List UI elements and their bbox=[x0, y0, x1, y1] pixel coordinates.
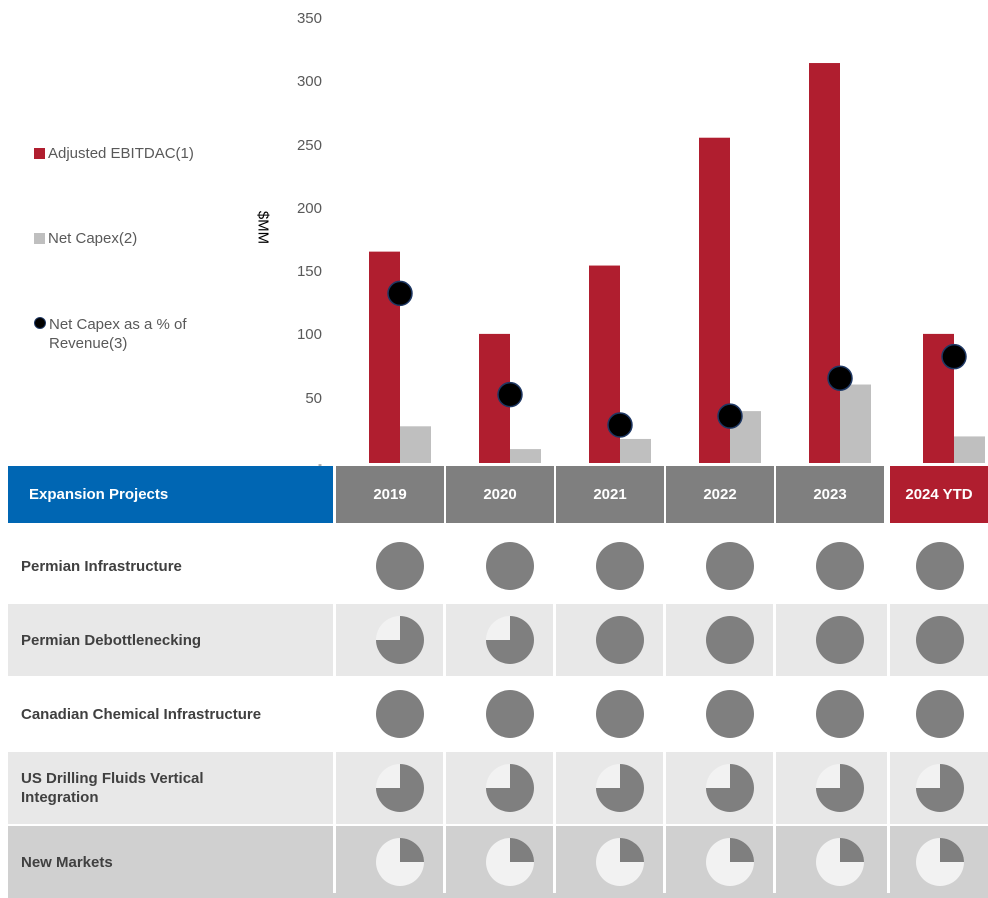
legend-swatch-ebitdac bbox=[34, 148, 45, 159]
status-pie-icon bbox=[376, 616, 424, 664]
marker-capex-pct bbox=[717, 403, 743, 429]
status-pie-icon bbox=[486, 838, 534, 886]
bar-net-capex bbox=[620, 438, 651, 463]
status-pie-icon bbox=[596, 690, 644, 738]
bar-ebitdac bbox=[809, 63, 840, 463]
marker-capex-pct bbox=[497, 381, 523, 408]
y-tick-label: 150 bbox=[296, 263, 322, 281]
legend-label-capex-pct-line1: Net Capex as a % of bbox=[49, 316, 187, 333]
table-header-year: 2023 bbox=[776, 466, 884, 523]
table-header-year: 2020 bbox=[446, 466, 554, 523]
table-row-label: Permian Debottlenecking bbox=[21, 631, 202, 649]
column-separator bbox=[443, 530, 446, 893]
row-separator bbox=[8, 750, 988, 752]
status-pie-icon bbox=[596, 838, 644, 886]
column-separator bbox=[333, 530, 336, 893]
status-pie-icon bbox=[816, 616, 864, 664]
legend-label-capex-pct: Net Capex as a % of Revenue(3) bbox=[49, 315, 187, 353]
status-pie-icon bbox=[916, 616, 964, 664]
marker-capex-pct bbox=[941, 343, 967, 370]
status-pie-icon bbox=[916, 542, 964, 590]
status-pie-icon bbox=[596, 764, 644, 812]
table-row bbox=[8, 752, 988, 824]
table-header-year: 2024 YTD bbox=[890, 466, 988, 523]
table-row bbox=[8, 604, 988, 676]
y-axis-label: $MM bbox=[254, 210, 272, 245]
y-tick-label: - bbox=[318, 457, 322, 471]
status-pie-icon bbox=[376, 764, 424, 812]
column-separator bbox=[887, 530, 890, 893]
marker-capex-pct bbox=[827, 365, 853, 391]
table-header-label: Expansion Projects bbox=[8, 466, 333, 523]
markers-layer bbox=[387, 280, 967, 438]
status-pie-icon bbox=[376, 838, 424, 886]
table-row-label: Permian Infrastructure bbox=[21, 557, 182, 575]
bar-net-capex bbox=[400, 426, 431, 463]
status-pie-icon bbox=[486, 616, 534, 664]
y-tick-label: 100 bbox=[296, 326, 322, 344]
y-tick-label: 300 bbox=[296, 73, 322, 91]
status-pie-icon bbox=[706, 838, 754, 886]
table-row bbox=[8, 678, 988, 750]
status-pie-icon bbox=[706, 616, 754, 664]
legend-label-ebitdac: Adjusted EBITDAC(1) bbox=[48, 145, 194, 162]
table-header-year: 2022 bbox=[666, 466, 774, 523]
bar-net-capex bbox=[954, 436, 985, 463]
row-separator bbox=[8, 824, 988, 826]
status-pie-icon bbox=[816, 690, 864, 738]
row-separator bbox=[8, 676, 988, 678]
status-pie-icon bbox=[376, 542, 424, 590]
y-tick-label: 350 bbox=[296, 10, 322, 27]
legend-item-capex-pct: Net Capex as a % of Revenue(3) bbox=[34, 315, 187, 353]
status-pie-icon bbox=[816, 542, 864, 590]
legend-label-capex-pct-line2: Revenue(3) bbox=[49, 335, 128, 352]
y-tick-label: 250 bbox=[296, 136, 322, 154]
bar-net-capex bbox=[840, 384, 871, 463]
status-pie-icon bbox=[596, 616, 644, 664]
column-separator bbox=[773, 530, 776, 893]
legend-swatch-capex bbox=[34, 233, 45, 244]
status-pie-icon bbox=[596, 542, 644, 590]
legend-label-capex: Net Capex(2) bbox=[48, 230, 138, 247]
table-row bbox=[8, 530, 988, 602]
bar-chart bbox=[369, 63, 985, 463]
status-pie-icon bbox=[376, 690, 424, 738]
status-pie-icon bbox=[706, 764, 754, 812]
row-separator bbox=[8, 602, 988, 604]
status-pie-icon bbox=[816, 838, 864, 886]
bar-net-capex bbox=[510, 449, 541, 463]
status-pie-icon bbox=[486, 542, 534, 590]
status-pie-icon bbox=[706, 542, 754, 590]
column-separator bbox=[553, 530, 556, 893]
marker-capex-pct bbox=[607, 412, 633, 438]
y-tick-label: 50 bbox=[305, 389, 322, 407]
table-header-year: 2021 bbox=[556, 466, 664, 523]
status-pie-icon bbox=[916, 764, 964, 812]
marker-capex-pct bbox=[387, 280, 413, 307]
status-pie-icon bbox=[816, 764, 864, 812]
status-pie-icon bbox=[916, 690, 964, 738]
column-separator bbox=[663, 530, 666, 893]
legend-marker-capex-pct bbox=[34, 317, 46, 329]
legend-item-capex: Net Capex(2) bbox=[34, 229, 137, 248]
status-pie-icon bbox=[706, 690, 754, 738]
table-header-year: 2019 bbox=[336, 466, 444, 523]
table-row-label: US Drilling Fluids Vertical Integration bbox=[21, 770, 204, 806]
table-row bbox=[8, 826, 988, 898]
status-pie-icon bbox=[486, 690, 534, 738]
y-tick-label: 200 bbox=[296, 199, 322, 217]
table-row-label: Canadian Chemical Infrastructure bbox=[21, 705, 262, 723]
status-pie-icon bbox=[916, 838, 964, 886]
status-pie-icon bbox=[486, 764, 534, 812]
legend-item-ebitdac: Adjusted EBITDAC(1) bbox=[34, 144, 194, 163]
bars-layer bbox=[369, 63, 985, 463]
table-row-label: New Markets bbox=[21, 853, 113, 871]
